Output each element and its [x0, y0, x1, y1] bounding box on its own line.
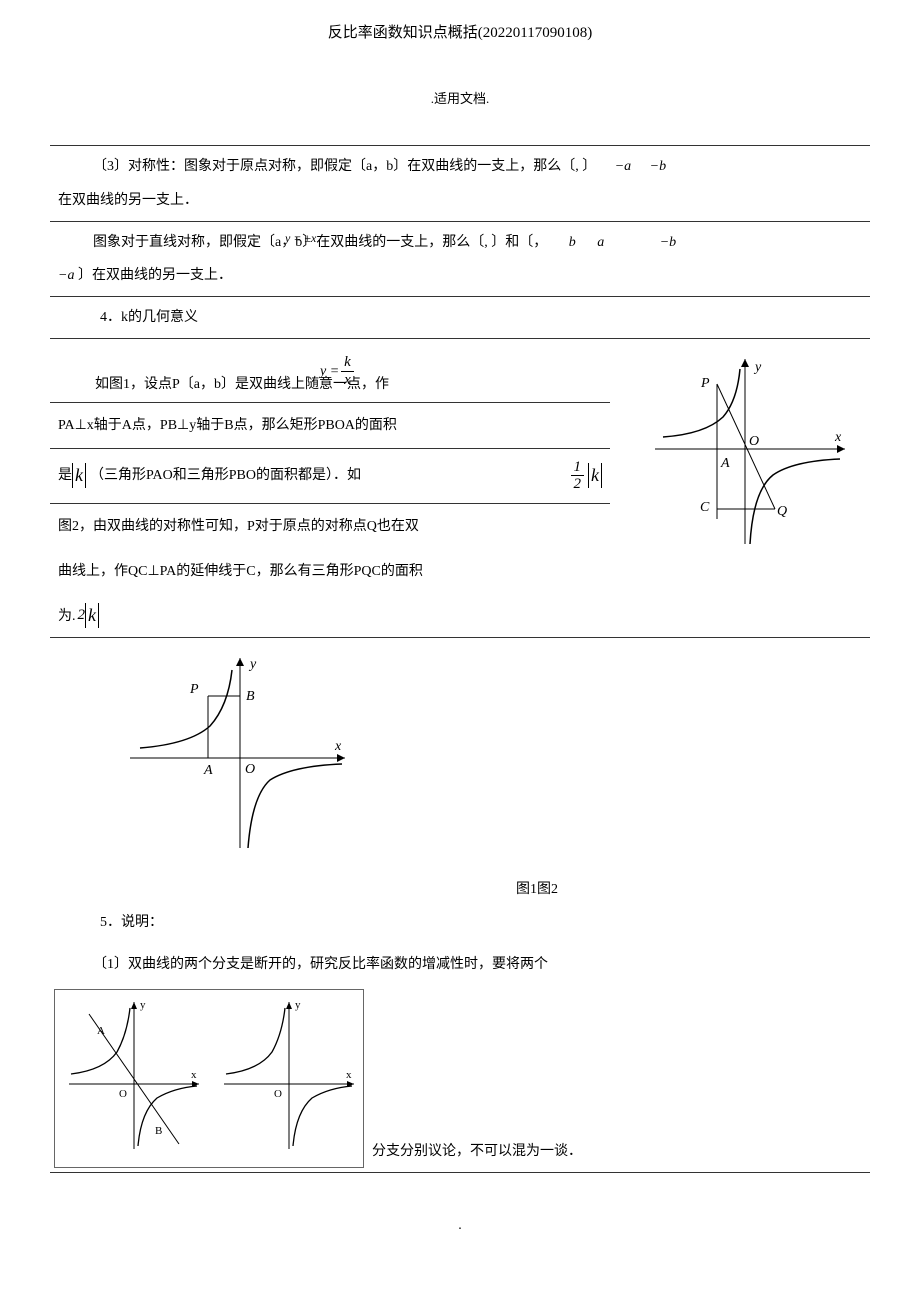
- figure2-hyperbola-pq: x y O P A C Q: [620, 339, 870, 578]
- svg-text:B: B: [246, 689, 255, 704]
- half-den: 2: [571, 476, 585, 493]
- svg-text:O: O: [749, 434, 759, 449]
- mirror-b: b: [551, 235, 594, 250]
- mirror-cont2: 〕在双曲线的另一支上．: [78, 268, 232, 283]
- svg-text:A: A: [203, 763, 213, 778]
- sec4-line5: 曲线上，作QC⊥PA的延伸线于C，那么有三角形PQC的面积: [50, 549, 610, 594]
- sec4-line3a: 是: [58, 463, 72, 488]
- svg-text:y: y: [295, 999, 301, 1011]
- footer-dot: .: [50, 1213, 870, 1238]
- svg-text:x: x: [334, 739, 342, 754]
- minus-a: −a: [600, 159, 646, 174]
- svg-text:x: x: [834, 430, 842, 445]
- para-symmetry-origin: 〔3〕对称性：图象对于原点对称，即假定〔a，b〕在双曲线的一支上，那么〔, 〕 …: [50, 146, 870, 179]
- svg-text:y: y: [753, 360, 762, 375]
- half-num: 1: [571, 459, 585, 477]
- sec4-line1a: 如图1，设点P〔a，b〕是双曲线上随意一点，作: [60, 372, 610, 397]
- abs-k-3: k: [85, 603, 99, 628]
- mirror-minus-a: −a: [58, 268, 74, 283]
- minus-b: −b: [650, 159, 666, 174]
- svg-text:x: x: [191, 1069, 197, 1081]
- figure1-hyperbola-rect: x y O P B A: [50, 648, 870, 867]
- page-title: 反比率函数知识点概括(20220117090108): [50, 20, 870, 47]
- svg-text:B: B: [155, 1125, 162, 1137]
- svg-text:y: y: [140, 999, 146, 1011]
- sec5-line1-text: 〔1〕双曲线的两个分支是断开的，研究反比率函数的增减性时，要将两个: [58, 952, 862, 977]
- mirror-mid-eq: y = ±x: [250, 228, 316, 250]
- para3-lead: 〔3〕对称性：图象对于原点对称，即假定〔a，b〕在双曲线的一支上，那么〔, 〕: [93, 159, 596, 174]
- svg-text:P: P: [189, 682, 199, 697]
- svg-text:y: y: [248, 657, 257, 672]
- abs-k-2: k: [588, 463, 602, 488]
- svg-text:O: O: [119, 1088, 127, 1100]
- sec4-line6a: 为.: [58, 604, 76, 629]
- formula-y-k-over-x: y = kx 如图1，设点P〔a，b〕是双曲线上随意一点，作: [50, 339, 610, 402]
- para-symmetry-line: 图象对于直线对称，即假定〔a，b〕在双曲线的一支上，那么〔, 〕和〔， y = …: [50, 222, 870, 255]
- svg-text:Q: Q: [777, 504, 787, 519]
- svg-text:O: O: [245, 762, 255, 777]
- sec4-text-column: y = kx 如图1，设点P〔a，b〕是双曲线上随意一点，作 PA⊥x轴于A点，…: [50, 339, 610, 594]
- two-coef: 2: [78, 602, 86, 629]
- para-symmetry-origin-cont: 在双曲线的另一支上．: [50, 180, 870, 222]
- svg-text:x: x: [346, 1069, 352, 1081]
- svg-text:O: O: [274, 1088, 282, 1100]
- mirror-a: a: [597, 235, 616, 250]
- svg-text:A: A: [720, 456, 730, 471]
- para3-cont: 在双曲线的另一支上．: [58, 188, 862, 213]
- doc-subtitle: .适用文档.: [50, 87, 870, 110]
- para-symmetry-line-cont: −a 〕在双曲线的另一支上．: [50, 255, 870, 297]
- figure3-two-branches: x y O A B x y O: [54, 989, 364, 1168]
- sec4-line3: 是 k （三角形PAO和三角形PBO的面积都是）．如 12 k: [50, 449, 610, 504]
- sec4-title: 4．k的几何意义: [50, 297, 870, 339]
- sec4-line3b: （三角形PAO和三角形PBO的面积都是）．如: [86, 463, 569, 488]
- sec5-title: 5．说明：: [50, 902, 870, 943]
- formula-num: k: [341, 354, 354, 372]
- sec4-line6: 为. 2 k: [50, 594, 870, 638]
- svg-text:P: P: [700, 376, 710, 391]
- sec4-line2: PA⊥x轴于A点，PB⊥y轴于B点，那么矩形PBOA的面积: [50, 403, 610, 449]
- fig3-row: x y O A B x y O 分支分别议论，不可以混为一: [50, 985, 870, 1173]
- fig-caption-12: 图1图2: [50, 877, 870, 902]
- svg-text:A: A: [97, 1025, 105, 1037]
- sec5-line2: 分支分别议论，不可以混为一谈．: [368, 1139, 582, 1172]
- abs-k-1: k: [72, 463, 86, 488]
- sec4-line4: 图2，由双曲线的对称性可知，P对于原点的对称点Q也在双: [50, 504, 610, 549]
- mirror-minus-b: −b: [620, 235, 676, 250]
- svg-text:C: C: [700, 500, 710, 515]
- sec5-line1: 〔1〕双曲线的两个分支是断开的，研究反比率函数的增减性时，要将两个: [50, 944, 870, 985]
- mirror-lead: 图象对于直线对称，即假定〔a，b〕在双曲线的一支上，那么〔, 〕和〔，: [93, 235, 547, 250]
